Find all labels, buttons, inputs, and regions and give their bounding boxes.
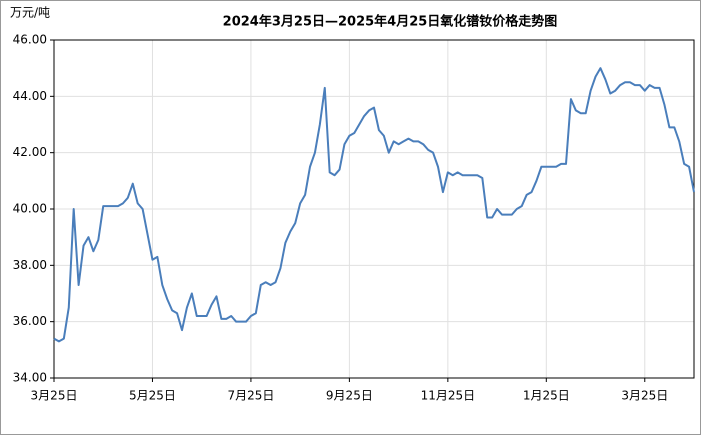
x-tick-label: 1月25日 [523, 389, 570, 403]
plot-frame [53, 39, 695, 379]
y-tick-label: 46.00 [13, 33, 47, 47]
y-tick-label: 42.00 [13, 145, 47, 159]
chart-title: 2024年3月25日—2025年4月25日氧化镨钕价格走势图 [223, 14, 558, 30]
y-tick-label: 44.00 [13, 89, 47, 103]
y-tick-label: 36.00 [13, 314, 47, 328]
y-axis-label: 万元/吨 [10, 6, 50, 20]
x-tick-label: 3月25日 [621, 389, 668, 403]
y-tick-label: 40.00 [13, 202, 47, 216]
line-series [53, 67, 695, 343]
x-tick-label: 3月25日 [31, 389, 78, 403]
x-tick-label: 11月25日 [421, 389, 476, 403]
x-tick-label: 5月25日 [129, 389, 176, 403]
x-tick-label: 9月25日 [326, 389, 373, 403]
y-tick-label: 38.00 [13, 258, 47, 272]
y-tick-label: 34.00 [13, 371, 47, 385]
x-tick-label: 7月25日 [227, 389, 274, 403]
